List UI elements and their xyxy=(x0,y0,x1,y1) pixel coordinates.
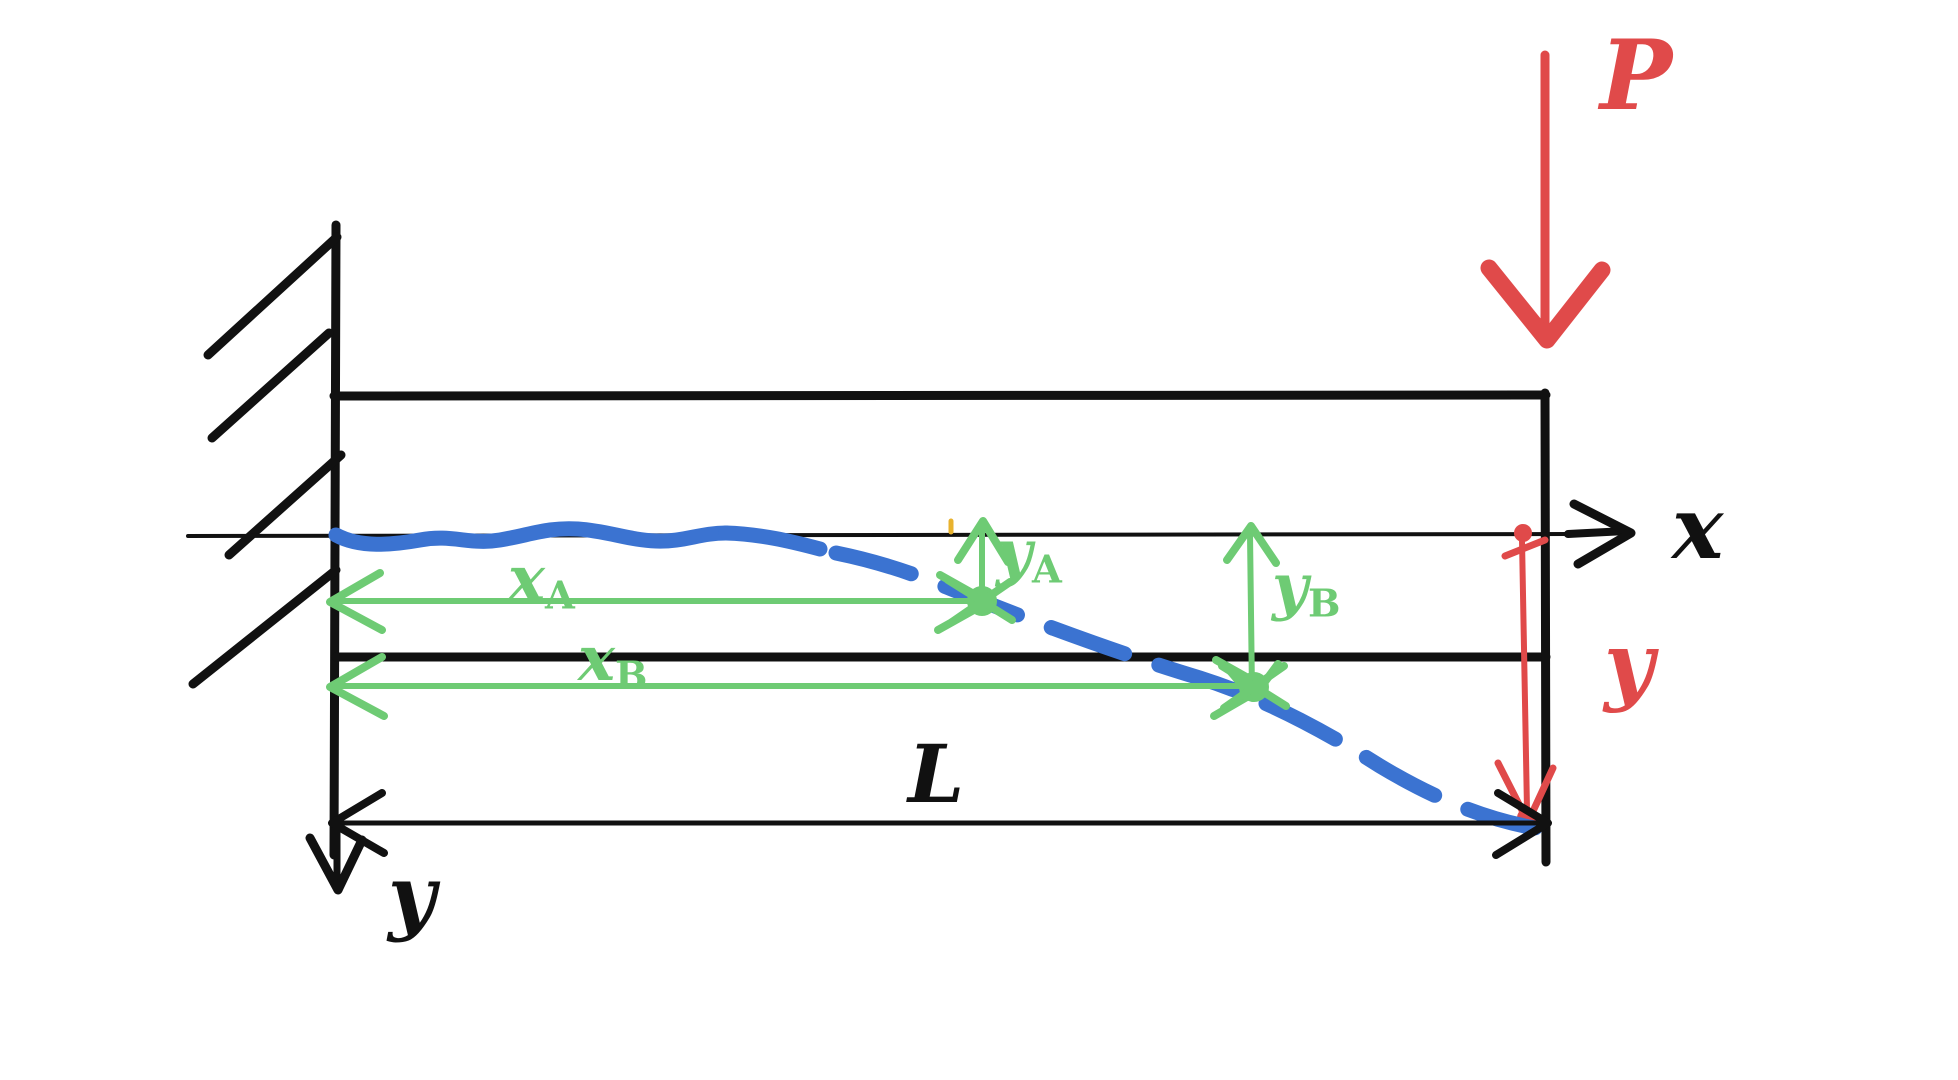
load-arrow-P xyxy=(1480,50,1611,349)
x-b-dimension-arrow xyxy=(326,653,1268,720)
left-y-down-arrow xyxy=(305,816,367,895)
neutral-axis-line xyxy=(186,532,1572,538)
point-b-marker xyxy=(1218,662,1290,712)
beam-top-flange xyxy=(329,390,1551,401)
point-a-marker xyxy=(944,576,1016,626)
x-axis-arrow xyxy=(1564,499,1636,569)
deflection-curve xyxy=(328,521,1543,836)
x-a-dimension-arrow xyxy=(326,569,992,634)
wall-hatching xyxy=(188,232,346,689)
span-dimension-arrow xyxy=(328,789,1552,859)
